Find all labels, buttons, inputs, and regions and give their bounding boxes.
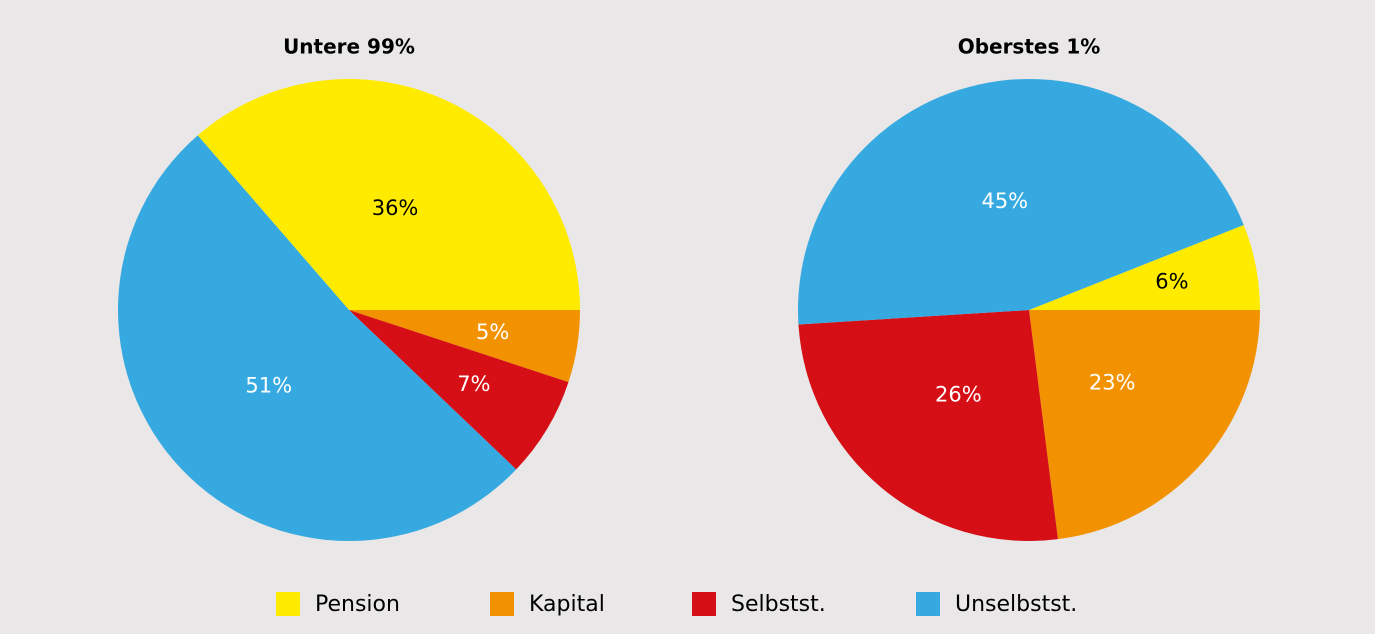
slice-label: 6% [1155,270,1188,294]
slice-label: 45% [981,189,1028,213]
slice-label: 5% [476,320,509,344]
pie-slice [798,79,1244,325]
legend-swatch [490,592,514,616]
pie-slice [1029,310,1260,540]
chart-title: Oberstes 1% [958,35,1101,59]
legend-swatch [692,592,716,616]
slice-label: 7% [457,372,490,396]
legend-label: Selbstst. [731,592,826,617]
slice-label: 36% [372,196,419,220]
pie-slice [798,310,1058,541]
legend-label: Kapital [529,592,605,617]
legend-label: Unselbstst. [955,592,1077,617]
pie-slice [349,310,580,383]
legend-swatch [916,592,940,616]
legend-swatch [276,592,300,616]
pie-slice [349,310,569,470]
pie-slice [1029,224,1260,310]
legend-label: Pension [315,592,400,617]
slice-label: 23% [1089,370,1136,394]
pie-slice [197,78,580,310]
chart-title: Untere 99% [283,35,415,59]
slice-label: 51% [245,374,292,398]
pie-slice [117,135,517,542]
slice-label: 26% [935,382,982,406]
